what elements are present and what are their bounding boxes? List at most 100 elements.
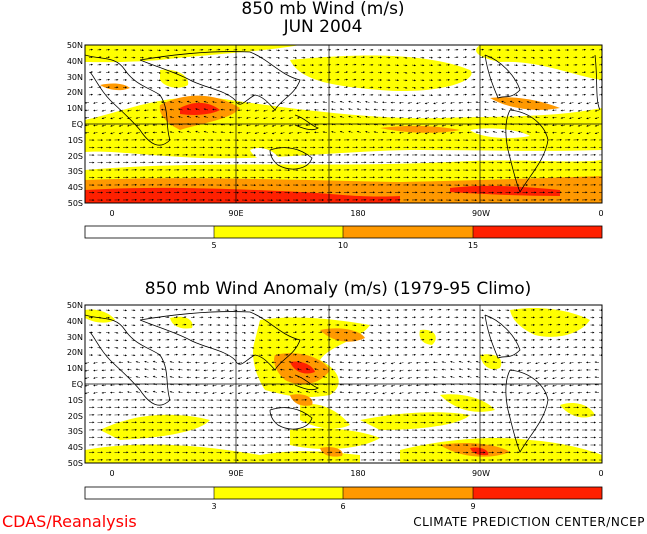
top-lat-labels: 50N 40N 30N 20N 10N EQ 10S 20S 30S 40S 5… xyxy=(67,41,83,208)
wind-arrow xyxy=(135,132,141,134)
lon-label: 90E xyxy=(228,469,243,478)
wind-arrow xyxy=(88,63,93,66)
wind-arrow xyxy=(148,56,153,59)
wind-arrow xyxy=(539,49,544,52)
wind-arrow xyxy=(356,130,362,133)
wind-arrow xyxy=(492,108,498,111)
wind-arrow xyxy=(518,108,523,111)
wind-arrow xyxy=(284,56,289,59)
wind-arrow xyxy=(569,132,574,135)
wind-arrow xyxy=(462,93,467,96)
wind-arrow xyxy=(271,109,277,112)
lat-label: 20S xyxy=(68,152,83,161)
wind-arrow xyxy=(275,49,280,52)
wind-arrow xyxy=(275,71,280,74)
wind-arrow xyxy=(118,109,124,112)
wind-arrow xyxy=(407,117,413,119)
lon-label: 90W xyxy=(472,469,490,478)
lat-label: 50S xyxy=(68,199,83,208)
wind-arrow xyxy=(165,86,170,89)
wind-arrow xyxy=(352,71,357,74)
wind-arrow xyxy=(127,124,132,127)
wind-arrow xyxy=(492,115,498,118)
wind-arrow xyxy=(399,131,404,134)
wind-arrow xyxy=(407,102,413,104)
wind-arrow xyxy=(433,117,438,120)
wind-arrow xyxy=(156,56,161,59)
wind-arrow xyxy=(484,108,489,111)
wind-arrow xyxy=(365,100,370,103)
wind-arrow xyxy=(292,64,297,67)
wind-arrow xyxy=(424,109,430,112)
wind-arrow xyxy=(577,102,583,105)
wind-arrow xyxy=(471,86,476,89)
wind-arrow xyxy=(433,132,438,135)
wind-arrow xyxy=(479,93,484,96)
wind-arrow xyxy=(335,63,340,66)
wind-arrow xyxy=(322,123,328,126)
wind-arrow xyxy=(590,63,595,66)
wind-arrow xyxy=(186,115,192,118)
wind-arrow xyxy=(373,123,379,126)
wind-arrow xyxy=(407,109,413,112)
wind-arrow xyxy=(110,109,115,112)
wind-arrow xyxy=(288,124,294,127)
wind-arrow xyxy=(292,71,297,74)
wind-arrow xyxy=(284,86,289,89)
wind-arrow xyxy=(195,108,200,111)
wind-arrow xyxy=(165,56,170,59)
wind-arrow xyxy=(365,115,370,118)
wind-arrow xyxy=(216,48,221,51)
wind-arrow xyxy=(518,100,523,103)
wind-arrow xyxy=(484,101,489,103)
wind-arrow xyxy=(348,130,353,133)
top-wind-vectors xyxy=(85,48,602,202)
wind-arrow xyxy=(88,48,93,51)
colorbar-tick: 10 xyxy=(338,241,348,250)
lat-label: 10N xyxy=(67,364,83,373)
lat-label: 20S xyxy=(68,412,83,421)
lat-label: 20N xyxy=(67,88,83,97)
wind-arrow xyxy=(492,100,498,103)
wind-arrow xyxy=(560,101,566,104)
colorbar-bin xyxy=(343,226,473,238)
lat-label: 10S xyxy=(68,136,83,145)
wind-arrow xyxy=(148,86,153,89)
wind-arrow xyxy=(539,94,544,97)
wind-arrow xyxy=(424,102,430,105)
wind-arrow xyxy=(203,100,209,103)
wind-arrow xyxy=(450,116,455,119)
top-title-line1: 850 mb Wind (m/s) xyxy=(241,0,404,19)
wind-arrow xyxy=(411,71,416,74)
wind-arrow xyxy=(373,108,379,111)
wind-arrow xyxy=(433,124,438,127)
wind-arrow xyxy=(101,124,107,127)
wind-arrow xyxy=(594,124,600,127)
wind-arrow xyxy=(590,93,595,96)
wind-arrow xyxy=(343,63,348,66)
wind-arrow xyxy=(509,108,515,111)
wind-arrow xyxy=(233,309,238,312)
wind-arrow xyxy=(471,78,476,81)
wind-arrow xyxy=(450,124,455,127)
wind-arrow xyxy=(343,86,348,89)
wind-arrow xyxy=(288,109,294,112)
lat-label: 40N xyxy=(67,317,83,326)
wind-arrow xyxy=(539,56,544,59)
wind-arrow xyxy=(471,71,476,74)
wind-arrow xyxy=(246,101,251,104)
wind-arrow xyxy=(539,64,544,67)
wind-arrow xyxy=(254,109,260,112)
wind-arrow xyxy=(263,132,268,135)
wind-arrow xyxy=(560,124,566,127)
wind-arrow xyxy=(352,56,357,59)
wind-arrow xyxy=(85,131,90,134)
wind-arrow xyxy=(93,117,98,119)
wind-arrow xyxy=(280,102,285,105)
wind-arrow xyxy=(590,56,595,59)
wind-arrow xyxy=(403,94,408,97)
wind-arrow xyxy=(356,115,362,118)
lon-label: 0 xyxy=(109,469,114,478)
wind-arrow xyxy=(288,102,294,105)
wind-arrow xyxy=(373,101,379,104)
